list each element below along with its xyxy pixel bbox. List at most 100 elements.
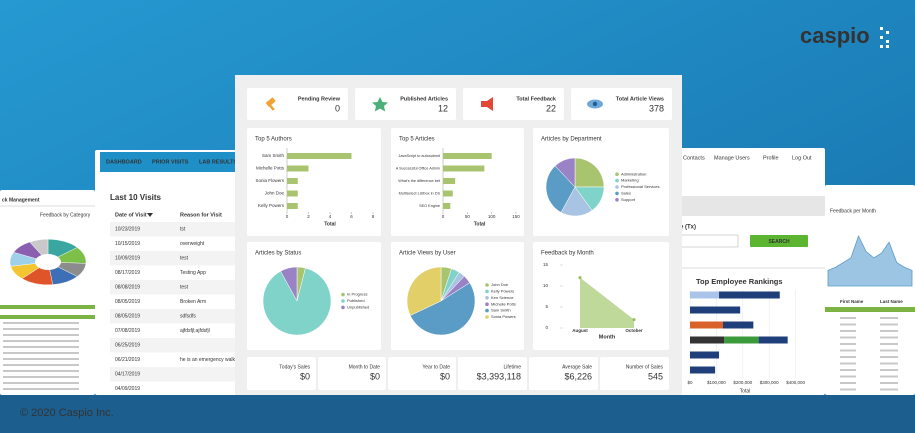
nav-link: Log Out [792, 155, 812, 161]
x-tick-label: 2 [307, 214, 310, 219]
text-line [3, 340, 79, 342]
row-stripe [110, 280, 245, 295]
kpi-card [247, 88, 348, 120]
bar-segment [719, 291, 780, 299]
x-tick-label: $300,000 [760, 380, 779, 385]
y-tick-label: A Successful Office Admin [396, 167, 440, 171]
section-bar [0, 315, 95, 319]
pie-slice [406, 266, 442, 316]
table-cell: Testing App [180, 270, 206, 276]
area [827, 234, 913, 287]
legend-label: Ken Science [491, 295, 514, 300]
table-cell: 08/05/2019 [115, 313, 140, 319]
kpi-value: 22 [546, 103, 556, 113]
kpi-value: 0 [335, 103, 340, 113]
date-input[interactable] [679, 234, 739, 248]
y-tick-label: Michelle Potts [256, 166, 285, 171]
x-axis-label: Month [599, 334, 616, 340]
x-tick-label: 150 [512, 214, 520, 219]
x-axis-label: Total [324, 221, 336, 227]
table-cell: 08/17/2019 [115, 270, 140, 276]
section-title: Last 10 Visits [110, 193, 162, 202]
pie-slice [574, 157, 605, 188]
table-cell: 06/21/2019 [115, 357, 140, 363]
legend-swatch [485, 283, 489, 287]
panel [0, 190, 95, 395]
text-line [3, 334, 79, 336]
text-line [880, 362, 898, 365]
row-stripe [110, 338, 245, 353]
row-stripe [110, 251, 245, 266]
chart-title: Feedback per Month [830, 208, 876, 214]
table-cell: 10/09/2019 [115, 255, 140, 261]
bar-segment [690, 306, 741, 314]
legend-swatch [615, 178, 619, 183]
text-line [840, 356, 856, 358]
kpi-label: Total Feedback [516, 96, 557, 102]
icon-star [372, 97, 388, 112]
legend-swatch [485, 289, 489, 294]
text-line [840, 317, 856, 319]
text-line [3, 364, 79, 366]
bar-segment [758, 336, 788, 344]
x-tick-label: 0 [286, 214, 289, 219]
column-header: Last Name [880, 299, 903, 304]
text-line [3, 370, 79, 372]
row-stripe [110, 367, 245, 382]
kpi-label: Pending Review [298, 96, 341, 102]
logo-dot [886, 31, 889, 34]
x-tick-label: October [625, 328, 643, 333]
bar-segment [690, 291, 720, 299]
x-tick-label: $0 [687, 380, 693, 385]
copyright: © 2020 Caspio Inc. [20, 407, 114, 419]
x-tick-label: $400,000 [786, 380, 805, 385]
table-cell: 10/15/2019 [115, 241, 140, 247]
text-line [3, 322, 79, 324]
legend-label: Marketing [621, 178, 639, 183]
metric-value: $6,226 [564, 371, 592, 381]
x-axis-label: Total [474, 221, 486, 227]
legend-label: Sales [621, 190, 631, 195]
legend-swatch [341, 299, 345, 303]
y-tick-label: Kelly Powers [258, 203, 285, 208]
table-cell: sdfsdfs [180, 313, 196, 319]
search-button[interactable] [750, 235, 808, 247]
icon-eye [592, 101, 598, 107]
icon-hammer [267, 102, 275, 111]
bar [443, 190, 453, 197]
text-line [3, 388, 79, 390]
legend-swatch [615, 185, 619, 189]
chart-title: Top Employee Rankings [696, 277, 783, 286]
bar [443, 165, 485, 172]
text-line [840, 330, 856, 332]
text-line [840, 362, 856, 365]
pie-slice [554, 157, 576, 188]
field-label: e (Tx) [680, 225, 696, 231]
legend-label: In Progress [347, 292, 367, 297]
metric-value: $0 [370, 371, 380, 381]
metric-label: Number of Sales [626, 364, 664, 370]
text-line [840, 375, 856, 378]
logo-dot [886, 45, 889, 48]
tab: PRIOR VISITS [152, 159, 189, 165]
text-line [880, 388, 898, 391]
y-tick-label: SEO Engine [419, 204, 440, 208]
bar [287, 165, 309, 172]
table-cell: Broken Arm [180, 299, 206, 305]
y-tick-label: Multiselect Listbox in DS [399, 192, 441, 196]
legend-label: Michelle Potts [491, 301, 516, 306]
metric-value: 545 [648, 371, 663, 381]
legend-swatch [485, 302, 489, 307]
footer [0, 395, 915, 433]
row-stripe [110, 309, 245, 324]
sort-icon [147, 213, 153, 217]
metric-label: Year to Date [422, 364, 450, 370]
x-tick-label: $200,000 [733, 380, 752, 385]
x-tick-label: 8 [372, 214, 375, 219]
table-cell: ajfdsfjl;ajfdsfjl [180, 328, 210, 334]
text-line [3, 358, 79, 360]
legend-label: John Doe [491, 282, 509, 287]
legend-swatch [341, 292, 345, 297]
